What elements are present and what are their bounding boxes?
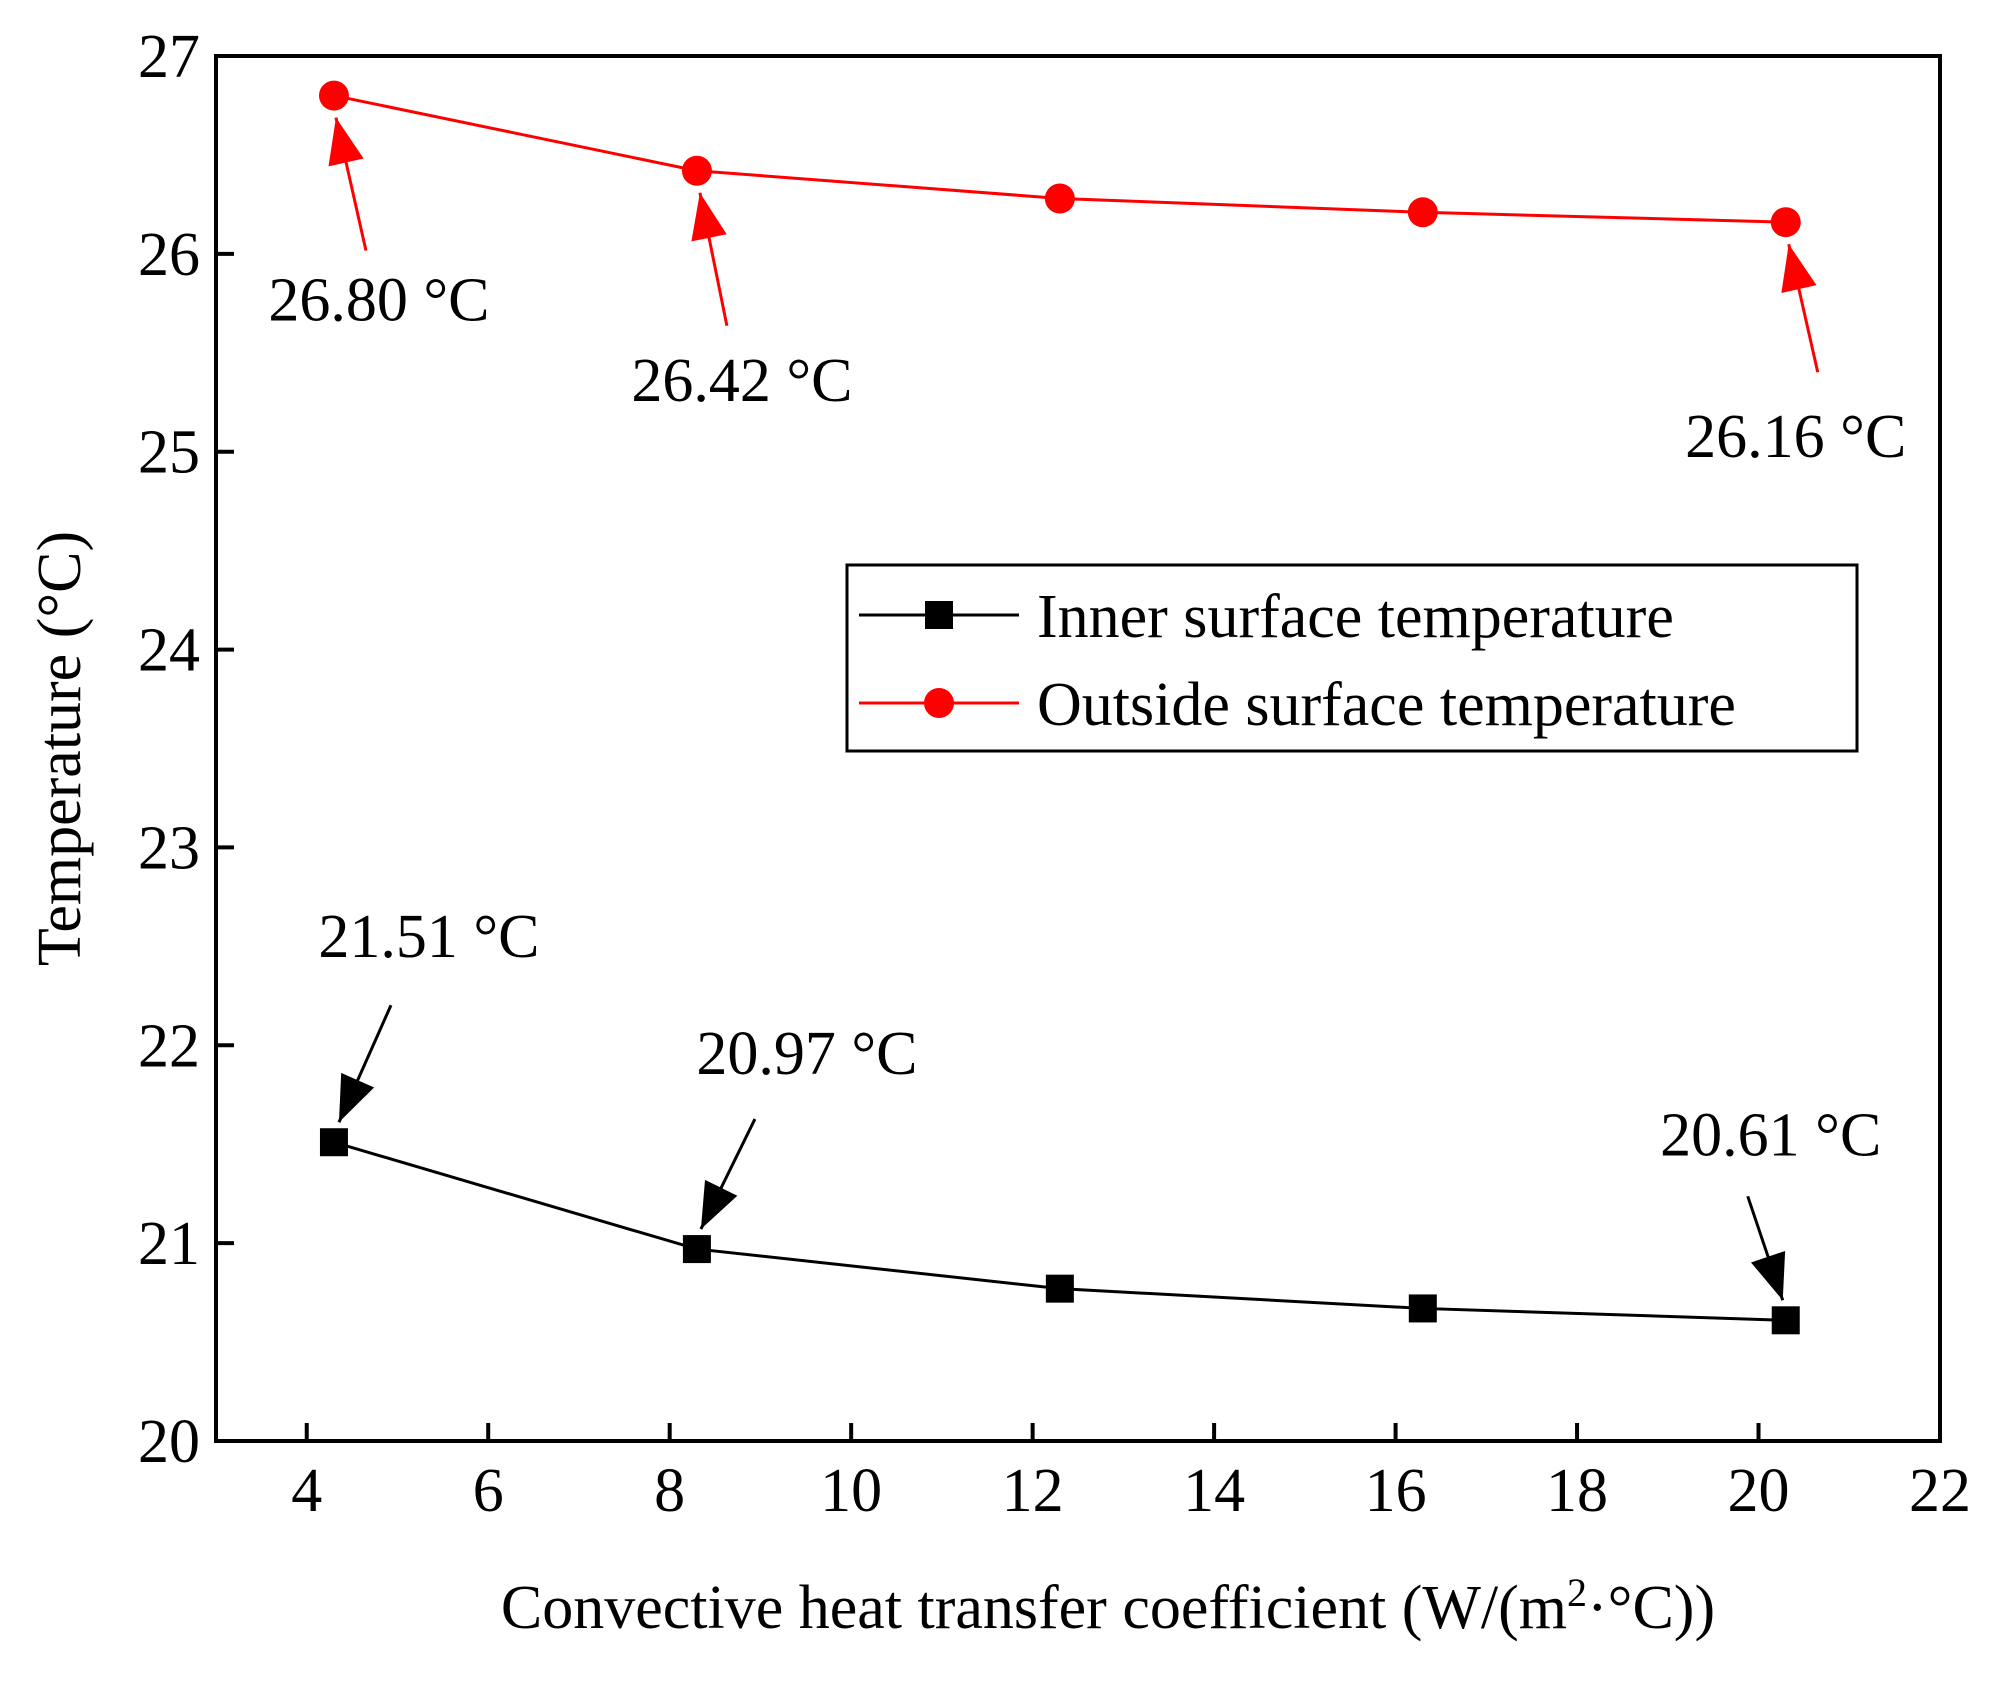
annotation-arrow-head: [1781, 244, 1817, 294]
legend-box: [845, 563, 1859, 753]
data-point-circle: [681, 155, 712, 186]
y-tick-label: 24: [138, 617, 200, 685]
y-tick-label: 27: [138, 23, 200, 91]
x-tick-label: 12: [1002, 1457, 1064, 1525]
x-axis-title-end: ·°C)): [1587, 1574, 1715, 1642]
legend: Inner surface temperature Outside surface…: [845, 563, 1859, 753]
annotation-label: 26.42 °C: [631, 347, 852, 415]
annotation-label: 26.16 °C: [1685, 403, 1906, 471]
x-tick-label: 10: [820, 1457, 882, 1525]
data-point-circle: [1044, 183, 1075, 214]
y-tick-label: 21: [138, 1210, 200, 1278]
annotation-label: 20.97 °C: [696, 1020, 917, 1088]
x-axis-title-main: Convective heat transfer coefficient (W/…: [501, 1574, 1567, 1642]
legend-marker-circle: [924, 688, 954, 718]
annotations-group: 26.80 °C 26.42 °C 26.16 °C 21.51 °C 20.97 °C…: [268, 117, 1906, 1301]
x-tick-label: 20: [1728, 1457, 1790, 1525]
annotation-label: 26.80 °C: [268, 267, 489, 335]
series-group: [318, 80, 1801, 1335]
x-tick-label: 16: [1365, 1457, 1427, 1525]
annotation-arrow-head: [338, 1072, 375, 1123]
y-tick-label: 26: [138, 221, 200, 289]
y-tick-label: 22: [138, 1012, 200, 1080]
plot-frame: [214, 54, 1942, 1443]
x-tick-label: 14: [1183, 1457, 1245, 1525]
annotation-arrow-head: [1751, 1250, 1786, 1301]
x-tick-label: 22: [1909, 1457, 1971, 1525]
y-tick-label: 23: [138, 814, 200, 882]
annotation-arrow-head: [691, 192, 727, 242]
data-point-square: [682, 1235, 711, 1264]
x-axis-title-superscript: 2: [1567, 1570, 1587, 1615]
y-tick-label: 25: [138, 419, 200, 487]
axes-group: 4 6 8 10 12 14 16 18 20 22 20 21 22 23 24 25 26 27: [138, 23, 1971, 1525]
x-tick-label: 6: [473, 1457, 504, 1525]
data-point-square: [1045, 1274, 1074, 1303]
y-axis-title: Temperature (°C): [26, 531, 94, 966]
legend-marker-square: [925, 601, 953, 629]
x-tick-label: 18: [1546, 1457, 1608, 1525]
data-point-square: [1771, 1306, 1800, 1335]
annotation-arrow-head: [328, 117, 364, 167]
data-point-circle: [1770, 207, 1801, 238]
annotation-arrow-head: [700, 1179, 738, 1230]
data-point-square: [319, 1128, 348, 1157]
annotation-label: 21.51 °C: [318, 903, 539, 971]
data-point-square: [1408, 1294, 1437, 1323]
x-axis-title: Convective heat transfer coefficient (W/…: [501, 1570, 1715, 1643]
legend-label-0: Inner surface temperature: [1037, 583, 1674, 651]
legend-label-1: Outside surface temperature: [1037, 671, 1736, 739]
y-tick-label: 20: [138, 1408, 200, 1476]
data-point-circle: [1407, 197, 1438, 228]
x-tick-label: 4: [291, 1457, 322, 1525]
data-point-circle: [318, 80, 349, 111]
annotation-label: 20.61 °C: [1660, 1101, 1881, 1169]
x-tick-label: 8: [654, 1457, 685, 1525]
